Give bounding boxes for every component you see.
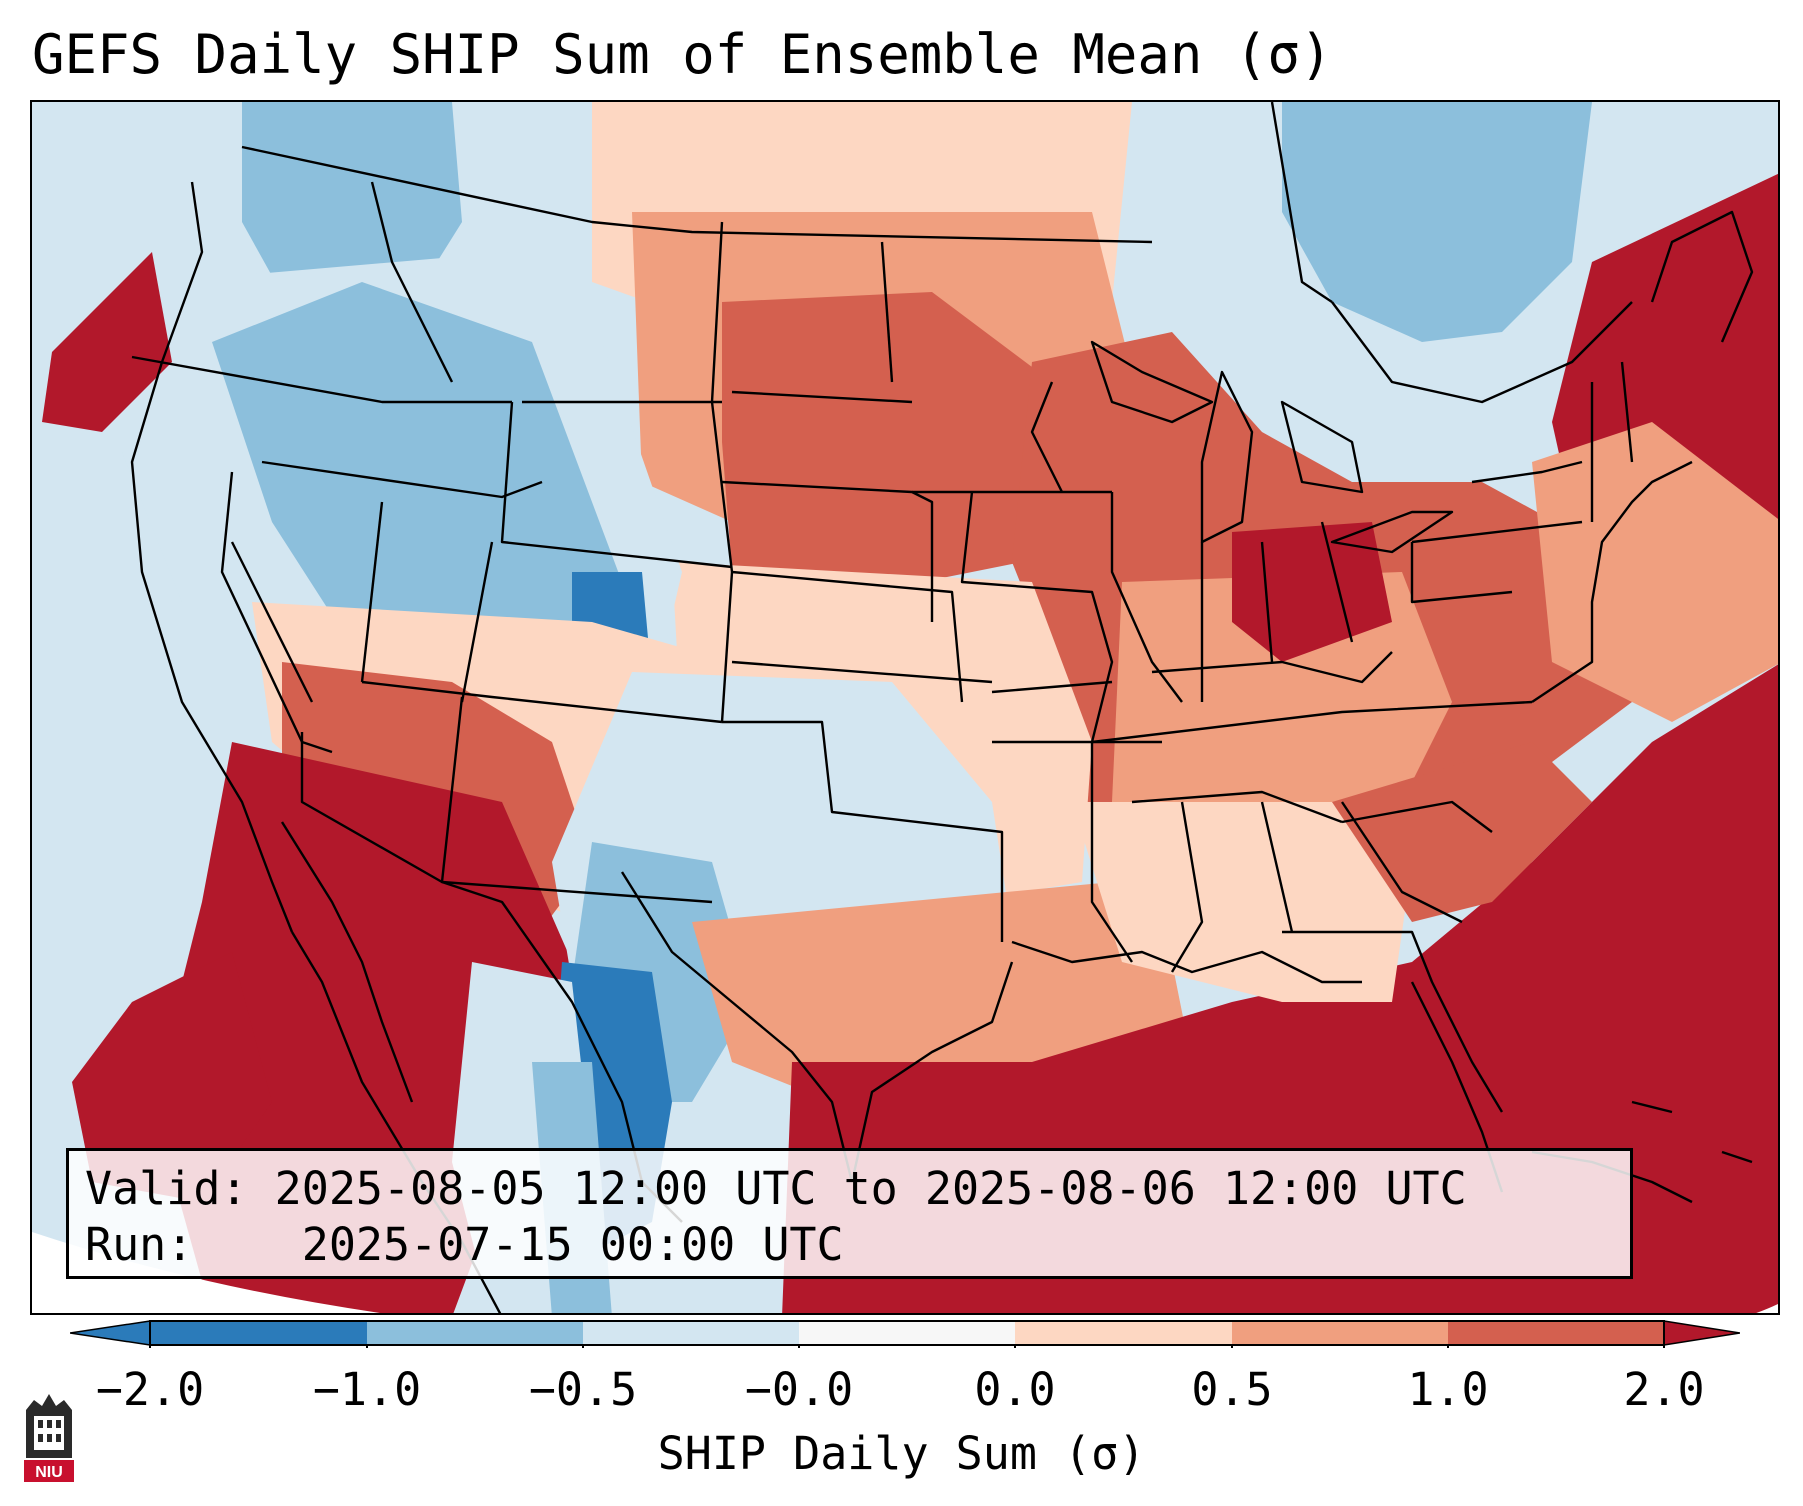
extreme-positive-region-ohio	[1232, 522, 1392, 662]
valid-run-info-box: Valid: 2025-08-05 12:00 UTC to 2025-08-0…	[66, 1148, 1633, 1279]
colorbar-tick-label: 2.0	[1623, 1363, 1705, 1416]
run-label: Run:	[85, 1218, 194, 1271]
valid-time-range: 2025-08-05 12:00 UTC to 2025-08-06 12:00…	[274, 1162, 1467, 1215]
colorbar-tick-label: −2.0	[95, 1363, 205, 1416]
positive-region-gulf-coast	[692, 882, 1192, 1102]
logo-text: NIU	[35, 1464, 63, 1481]
strong-positive-region-midwest	[722, 292, 1092, 582]
colorbar-segment-6	[1448, 1321, 1664, 1345]
extreme-positive-region-pacific-sw	[72, 952, 272, 1202]
colorbar-label: SHIP Daily Sum (σ)	[657, 1427, 1146, 1480]
colorbar-tick-label: −0.0	[744, 1363, 854, 1416]
colorbar-outline	[149, 1320, 1665, 1346]
projection-edge-southeast	[1756, 1303, 1778, 1313]
colorbar-segment-5	[1232, 1321, 1448, 1345]
positive-region-georgia	[1072, 802, 1412, 1002]
colorbar	[70, 1320, 1740, 1348]
extreme-positive-region-oregon-coast	[42, 252, 172, 432]
colorbar-extend-over	[1663, 1320, 1740, 1346]
colorbar-segment-3	[799, 1321, 1015, 1345]
colorbar-segment-0	[150, 1321, 367, 1345]
negative-region-quebec	[1282, 102, 1592, 342]
colorbar-ticks	[149, 1345, 1665, 1348]
colorbar-tick-label: 1.0	[1407, 1363, 1489, 1416]
shaded-map	[32, 102, 1778, 1313]
colorbar-segment-2	[583, 1321, 799, 1345]
strong-positive-region-carolinas	[1332, 742, 1592, 922]
colorbar-extend-under	[70, 1320, 151, 1346]
colorbar-segment-1	[367, 1321, 583, 1345]
valid-label: Valid:	[85, 1162, 248, 1215]
positive-region-mid-atlantic	[1532, 422, 1778, 722]
colorbar-tick-label: −0.5	[528, 1363, 638, 1416]
map-title: GEFS Daily SHIP Sum of Ensemble Mean (σ)	[32, 23, 1333, 86]
projection-edge-southwest	[32, 1232, 381, 1313]
colorbar-tick-label: 0.0	[974, 1363, 1056, 1416]
run-time: 2025-07-15 00:00 UTC	[301, 1218, 844, 1271]
colorbar-tick-label: −1.0	[312, 1363, 422, 1416]
colorbar-segment-4	[1015, 1321, 1232, 1345]
map-panel	[30, 100, 1780, 1315]
positive-region-appalachia	[1112, 572, 1452, 862]
niu-logo-icon: NIU	[24, 1394, 74, 1482]
colorbar-tick-label: 0.5	[1191, 1363, 1273, 1416]
